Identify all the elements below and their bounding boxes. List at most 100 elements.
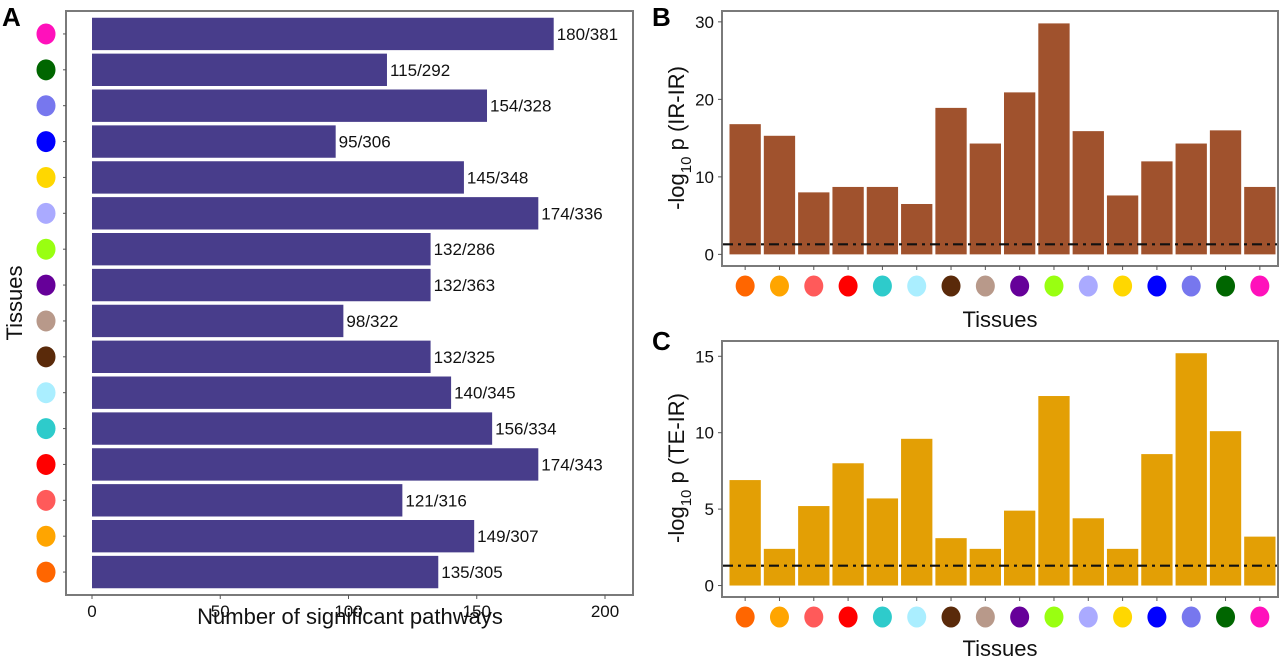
- panel-c-bar: [935, 538, 967, 586]
- y-tick-label: 30: [695, 13, 714, 32]
- panel-a-bar: [92, 53, 387, 86]
- panel-b-bar: [1106, 195, 1139, 255]
- panel-a-x-tick-label: 0: [87, 602, 96, 621]
- panel-b-x-axis-title: Tissues: [963, 307, 1038, 332]
- panel-c-bar: [729, 480, 761, 586]
- y-tick-label: 5: [705, 500, 714, 519]
- tissue-dot: [838, 275, 858, 297]
- panel-a-bar: [92, 412, 493, 445]
- panel-a-tissue-dot: [36, 525, 56, 547]
- panel-b-x-ticks: [744, 266, 1261, 270]
- panel-c-bar: [1106, 548, 1139, 586]
- panel-a-tissue-dots: [36, 23, 56, 583]
- panel-b-y-axis-title: -log10 p (IR-IR): [664, 66, 695, 210]
- panel-a-tissue-dot: [36, 202, 56, 224]
- panel-a-bar: [92, 448, 539, 481]
- tissue-dot: [735, 606, 755, 628]
- panel-a-bar-label: 174/343: [541, 455, 602, 474]
- panel-a-tissue-dot: [36, 238, 56, 260]
- tissue-dot: [769, 606, 789, 628]
- panel-a-letter: A: [2, 2, 21, 32]
- tissue-dot: [1078, 275, 1098, 297]
- panel-b-y-ticks: 0 10 20 30: [695, 13, 722, 264]
- panel-b-bar: [935, 107, 967, 255]
- tissue-dot: [804, 606, 824, 628]
- panel-a-tissue-dot: [36, 453, 56, 475]
- panel-a-x-axis-title: Number of significant pathways: [197, 604, 503, 629]
- tissue-dot: [872, 606, 892, 628]
- panel-b-bar: [866, 186, 899, 255]
- panel-a-bar: [92, 17, 554, 51]
- panel-a-x-tick-label: 100: [334, 602, 362, 621]
- y-tick-label: 15: [695, 347, 714, 366]
- panel-a-tissue-dot: [36, 489, 56, 511]
- tissue-dot: [907, 606, 927, 628]
- y-tick-label: 0: [705, 245, 714, 264]
- panel-b-bar: [832, 186, 864, 255]
- tissue-dot: [1113, 606, 1133, 628]
- panel-b-bar: [1004, 92, 1036, 255]
- panel-a-tissue-dot: [36, 131, 56, 153]
- panel-a-bar: [92, 233, 431, 266]
- panel-a-bar: [92, 197, 539, 230]
- panel-a-bar: [92, 376, 452, 409]
- panel-b-bar: [1244, 186, 1276, 255]
- panel-a-bar: [92, 520, 475, 553]
- panel-c-bar: [1072, 518, 1104, 586]
- panel-a-tissue-dot: [36, 95, 56, 117]
- tissue-dot: [1147, 275, 1167, 297]
- panel-c-bar: [798, 506, 830, 586]
- panel-b-bars: [729, 23, 1276, 255]
- panel-c-tissue-dots: [735, 606, 1270, 628]
- panel-b-bar: [1038, 23, 1070, 255]
- panel-c-bar: [1004, 510, 1036, 586]
- panel-a-bar-label: 115/292: [390, 61, 450, 80]
- panel-c-frame: [721, 340, 1279, 598]
- tissue-dot: [975, 606, 995, 628]
- tissue-dot: [941, 606, 961, 628]
- panel-a-x-ticks: 0 50 100 150 200: [63, 33, 619, 621]
- panel-c-y-axis-title: -log10 p (TE-IR): [664, 393, 695, 543]
- panel-a-bar-label: 154/328: [490, 97, 551, 116]
- panel-a-tissue-dot: [36, 382, 56, 404]
- tissue-dot: [975, 275, 995, 297]
- panel-b-bar: [901, 203, 933, 255]
- panel-c-bar: [1175, 353, 1207, 586]
- panel-b-bar: [1072, 131, 1104, 255]
- panel-a-bar: [92, 125, 336, 158]
- panel-c-bar: [969, 548, 1001, 586]
- panel-c-bar: [832, 463, 864, 586]
- panel-a-tissue-dot: [36, 418, 56, 440]
- panel-a-data-labels: 135/305 149/307 121/316 174/343 156/334 140/3…: [339, 25, 618, 582]
- tissue-dot: [1044, 275, 1064, 297]
- panel-a: A 135/305 149/307 121/316 174/343 156/334 140…: [2, 2, 634, 629]
- panel-b-letter: B: [652, 2, 671, 32]
- tissue-dot: [907, 275, 927, 297]
- panel-c-y-ticks: 0 5 10 15: [695, 347, 722, 596]
- panel-a-tissue-dot: [36, 346, 56, 368]
- panel-a-tissue-dot: [36, 59, 56, 81]
- tissue-dot: [1010, 606, 1030, 628]
- panel-a-bar-label: 145/348: [467, 168, 528, 187]
- panel-a-bar-label: 98/322: [346, 312, 398, 331]
- tissue-dot: [1250, 606, 1270, 628]
- panel-c-bar: [1141, 454, 1173, 586]
- y-tick-label: 0: [705, 577, 714, 596]
- panel-a-bar-label: 156/334: [495, 420, 556, 439]
- panel-a-bar-label: 149/307: [477, 527, 538, 546]
- panel-c-bar: [901, 438, 933, 586]
- tissue-dot: [838, 606, 858, 628]
- panel-c: C 0 5 10 15 Tissues -log10 p (TE-IR): [652, 326, 1279, 661]
- tissue-dot: [1147, 606, 1167, 628]
- panel-a-bar-label: 180/381: [557, 25, 618, 44]
- panel-b-frame: [721, 10, 1279, 267]
- panel-c-bars: [729, 353, 1276, 586]
- tissue-dot: [941, 275, 961, 297]
- panel-a-bar: [92, 89, 488, 122]
- panel-a-y-axis-title: Tissues: [2, 266, 27, 341]
- panel-a-bar: [92, 304, 344, 338]
- panel-b-bar: [763, 135, 796, 255]
- panel-c-bar: [1209, 431, 1242, 586]
- tissue-dot: [872, 275, 892, 297]
- panel-a-tissue-dot: [36, 166, 56, 188]
